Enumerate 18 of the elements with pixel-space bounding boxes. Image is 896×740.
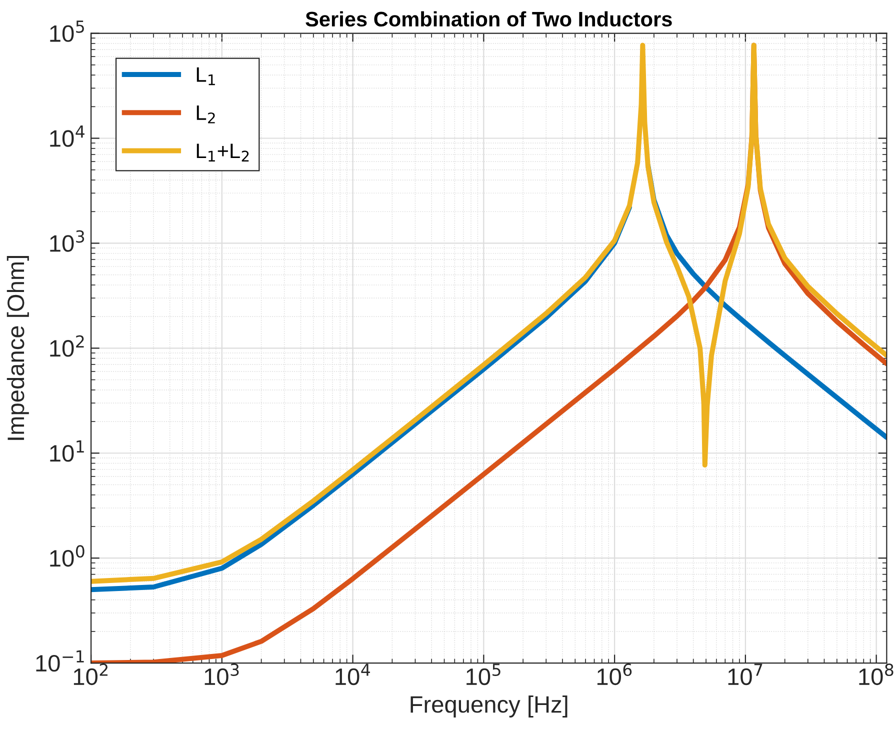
x-tick-label: 10$^{5}$: [466, 664, 500, 686]
legend-label: L$_{1}$+L$_{2}$: [196, 144, 249, 162]
x-tick-label: 10$^{8}$: [859, 664, 894, 686]
y-tick-label: 10$^{1}$: [50, 440, 84, 462]
y-tick-label: 10$^{5}$: [50, 20, 84, 42]
y-tick-label: 10$^{3}$: [50, 230, 84, 252]
legend-label: L$_{2}$: [196, 106, 215, 124]
x-tick-label: 10$^{6}$: [597, 664, 632, 686]
x-tick-label: 10$^{7}$: [728, 664, 762, 686]
chart-title: Series Combination of Two Inductors: [306, 11, 672, 27]
y-tick-label: 10$^{2}$: [50, 335, 84, 357]
x-tick-label: 10$^{3}$: [204, 664, 239, 686]
x-tick-label: 10$^{4}$: [336, 664, 370, 686]
y-tick-label: 10$^{4}$: [50, 126, 84, 147]
x-axis-title: Frequency [Hz]: [410, 695, 568, 718]
legend-label: L$_{1}$: [196, 67, 215, 86]
y-axis-title: Impedance [Ohm]: [6, 256, 29, 440]
y-tick-label: 10$^{0}$: [50, 545, 84, 567]
